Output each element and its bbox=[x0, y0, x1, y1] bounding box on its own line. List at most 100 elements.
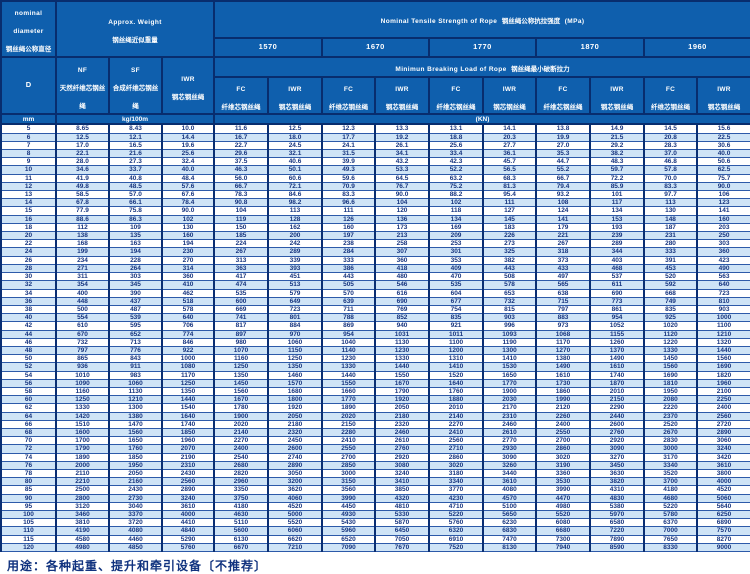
value-cell: 160 bbox=[321, 222, 377, 233]
value-cell: 66.1 bbox=[108, 198, 163, 208]
value-cell: 138 bbox=[55, 231, 110, 241]
value-cell: 1120 bbox=[643, 329, 699, 339]
value-cell: 1300 bbox=[482, 345, 538, 356]
value-cell: 148 bbox=[643, 214, 699, 224]
value-cell: 68.3 bbox=[482, 173, 538, 183]
value-cell: 2460 bbox=[374, 427, 431, 438]
value-cell: 12.5 bbox=[55, 132, 110, 142]
value-cell: 27.0 bbox=[535, 140, 592, 151]
value-cell: 31.5 bbox=[321, 149, 377, 159]
value-cell: 2030 bbox=[482, 395, 538, 405]
diameter-cell: 40 bbox=[0, 313, 57, 323]
value-cell: 14.5 bbox=[643, 123, 699, 134]
diameter-cell: 5 bbox=[0, 123, 57, 134]
unit-mm: mm bbox=[0, 113, 57, 126]
value-cell: 169 bbox=[428, 222, 485, 233]
value-cell: 1130 bbox=[374, 337, 431, 347]
diameter-cell: 48 bbox=[0, 345, 57, 356]
diameter-cell: 22 bbox=[0, 239, 57, 249]
value-cell: 7940 bbox=[535, 542, 592, 553]
value-cell: 3750 bbox=[213, 493, 270, 503]
value-cell: 3090 bbox=[589, 444, 646, 454]
value-cell: 1740 bbox=[589, 370, 646, 380]
tensile-strength-1960: 1960 bbox=[643, 36, 750, 58]
value-cell: 815 bbox=[482, 304, 538, 315]
value-cell: 6580 bbox=[589, 518, 646, 528]
value-cell: 592 bbox=[643, 280, 699, 290]
value-cell: 3440 bbox=[482, 468, 538, 479]
value-cell: 5220 bbox=[428, 509, 485, 520]
diameter-cell: 18 bbox=[0, 222, 57, 233]
value-cell: 983 bbox=[108, 370, 163, 380]
value-cell: 52.2 bbox=[428, 165, 485, 175]
value-cell: 226 bbox=[482, 231, 538, 241]
value-cell: 9000 bbox=[696, 542, 750, 553]
value-cell: 640 bbox=[696, 280, 750, 290]
diameter-cell: 14 bbox=[0, 198, 57, 208]
value-cell: 17.7 bbox=[321, 132, 377, 142]
value-cell: 314 bbox=[160, 263, 216, 274]
value-cell: 78.4 bbox=[160, 198, 216, 208]
col-header-tensile-strength: Nominal Tensile Strength of Rope 钢丝绳公称抗拉… bbox=[213, 0, 750, 39]
nominal-diameter-label-zh: 钢丝绳公称直径 bbox=[5, 45, 52, 53]
value-cell: 690 bbox=[589, 288, 646, 298]
col-header-breaking-load: Minimun Breaking Load of Rope 钢丝绳最小破断拉力 bbox=[213, 55, 750, 78]
value-cell: 2890 bbox=[696, 427, 750, 438]
value-cell: 113 bbox=[267, 206, 324, 216]
diameter-cell: 6 bbox=[0, 132, 57, 142]
table-row: 95 3120 3040 3610 4180 4520 4450 4810 4710 5100 49… bbox=[0, 501, 750, 511]
value-cell: 640 bbox=[160, 313, 216, 323]
value-cell: 391 bbox=[643, 255, 699, 265]
value-cell: 360 bbox=[696, 247, 750, 257]
value-cell: 6520 bbox=[321, 534, 377, 544]
value-cell: 250 bbox=[696, 231, 750, 241]
value-cell: 56.0 bbox=[213, 173, 270, 183]
value-cell: 4930 bbox=[321, 509, 377, 520]
value-cell: 508 bbox=[482, 272, 538, 282]
table-row: 30 311 303 360 417 451 443 480 470 508 497 537 520 56… bbox=[0, 272, 750, 282]
table-row: 120 4980 4850 5760 6670 7210 7090 7670 7520 8130 7… bbox=[0, 542, 750, 553]
value-cell: 3270 bbox=[589, 452, 646, 462]
col-header-sf: SF 合成纤维芯钢丝绳 bbox=[108, 55, 163, 116]
value-cell: 3610 bbox=[160, 501, 216, 511]
value-cell: 774 bbox=[160, 329, 216, 339]
value-cell: 3150 bbox=[321, 477, 377, 487]
value-cell: 339 bbox=[267, 255, 324, 265]
value-cell: 5640 bbox=[696, 501, 750, 511]
value-cell: 570 bbox=[321, 288, 377, 298]
value-cell: 1350 bbox=[213, 370, 270, 380]
value-cell: 183 bbox=[482, 222, 538, 233]
value-cell: 1790 bbox=[374, 386, 431, 397]
value-cell: 303 bbox=[108, 272, 163, 282]
value-cell: 4310 bbox=[589, 485, 646, 495]
value-cell: 224 bbox=[213, 239, 270, 249]
value-cell: 6230 bbox=[482, 518, 538, 528]
value-cell: 203 bbox=[696, 222, 750, 233]
value-cell: 20.8 bbox=[643, 132, 699, 142]
value-cell: 7470 bbox=[482, 534, 538, 544]
value-cell: 2140 bbox=[428, 411, 485, 421]
value-cell: 1810 bbox=[643, 378, 699, 388]
value-cell: 40.0 bbox=[160, 165, 216, 175]
value-cell: 3990 bbox=[535, 485, 592, 495]
value-cell: 865 bbox=[55, 354, 110, 364]
value-cell: 925 bbox=[643, 313, 699, 323]
value-cell: 36.1 bbox=[482, 149, 538, 159]
value-cell: 26.1 bbox=[374, 140, 431, 151]
diameter-cell: 20 bbox=[0, 231, 57, 241]
value-cell: 1670 bbox=[213, 395, 270, 405]
value-cell: 3820 bbox=[589, 477, 646, 487]
value-cell: 8130 bbox=[482, 542, 538, 553]
value-cell: 921 bbox=[428, 321, 485, 331]
col-header-1960-iwr: IWR 钢芯钢丝绳 bbox=[696, 75, 750, 116]
breaking-load-label-en: Minimun Breaking Load of Rope bbox=[395, 65, 507, 73]
diameter-cell: 80 bbox=[0, 477, 57, 487]
value-cell: 2010 bbox=[428, 403, 485, 413]
value-cell: 8330 bbox=[643, 542, 699, 553]
table-row: 10 34.6 33.7 40.0 46.3 50.1 49.3 53.3 52.2 56.5 55… bbox=[0, 165, 750, 175]
value-cell: 2220 bbox=[643, 403, 699, 413]
value-cell: 3340 bbox=[643, 460, 699, 470]
value-cell: 1260 bbox=[589, 337, 646, 347]
value-cell: 5520 bbox=[267, 518, 324, 528]
value-cell: 35.3 bbox=[535, 149, 592, 159]
